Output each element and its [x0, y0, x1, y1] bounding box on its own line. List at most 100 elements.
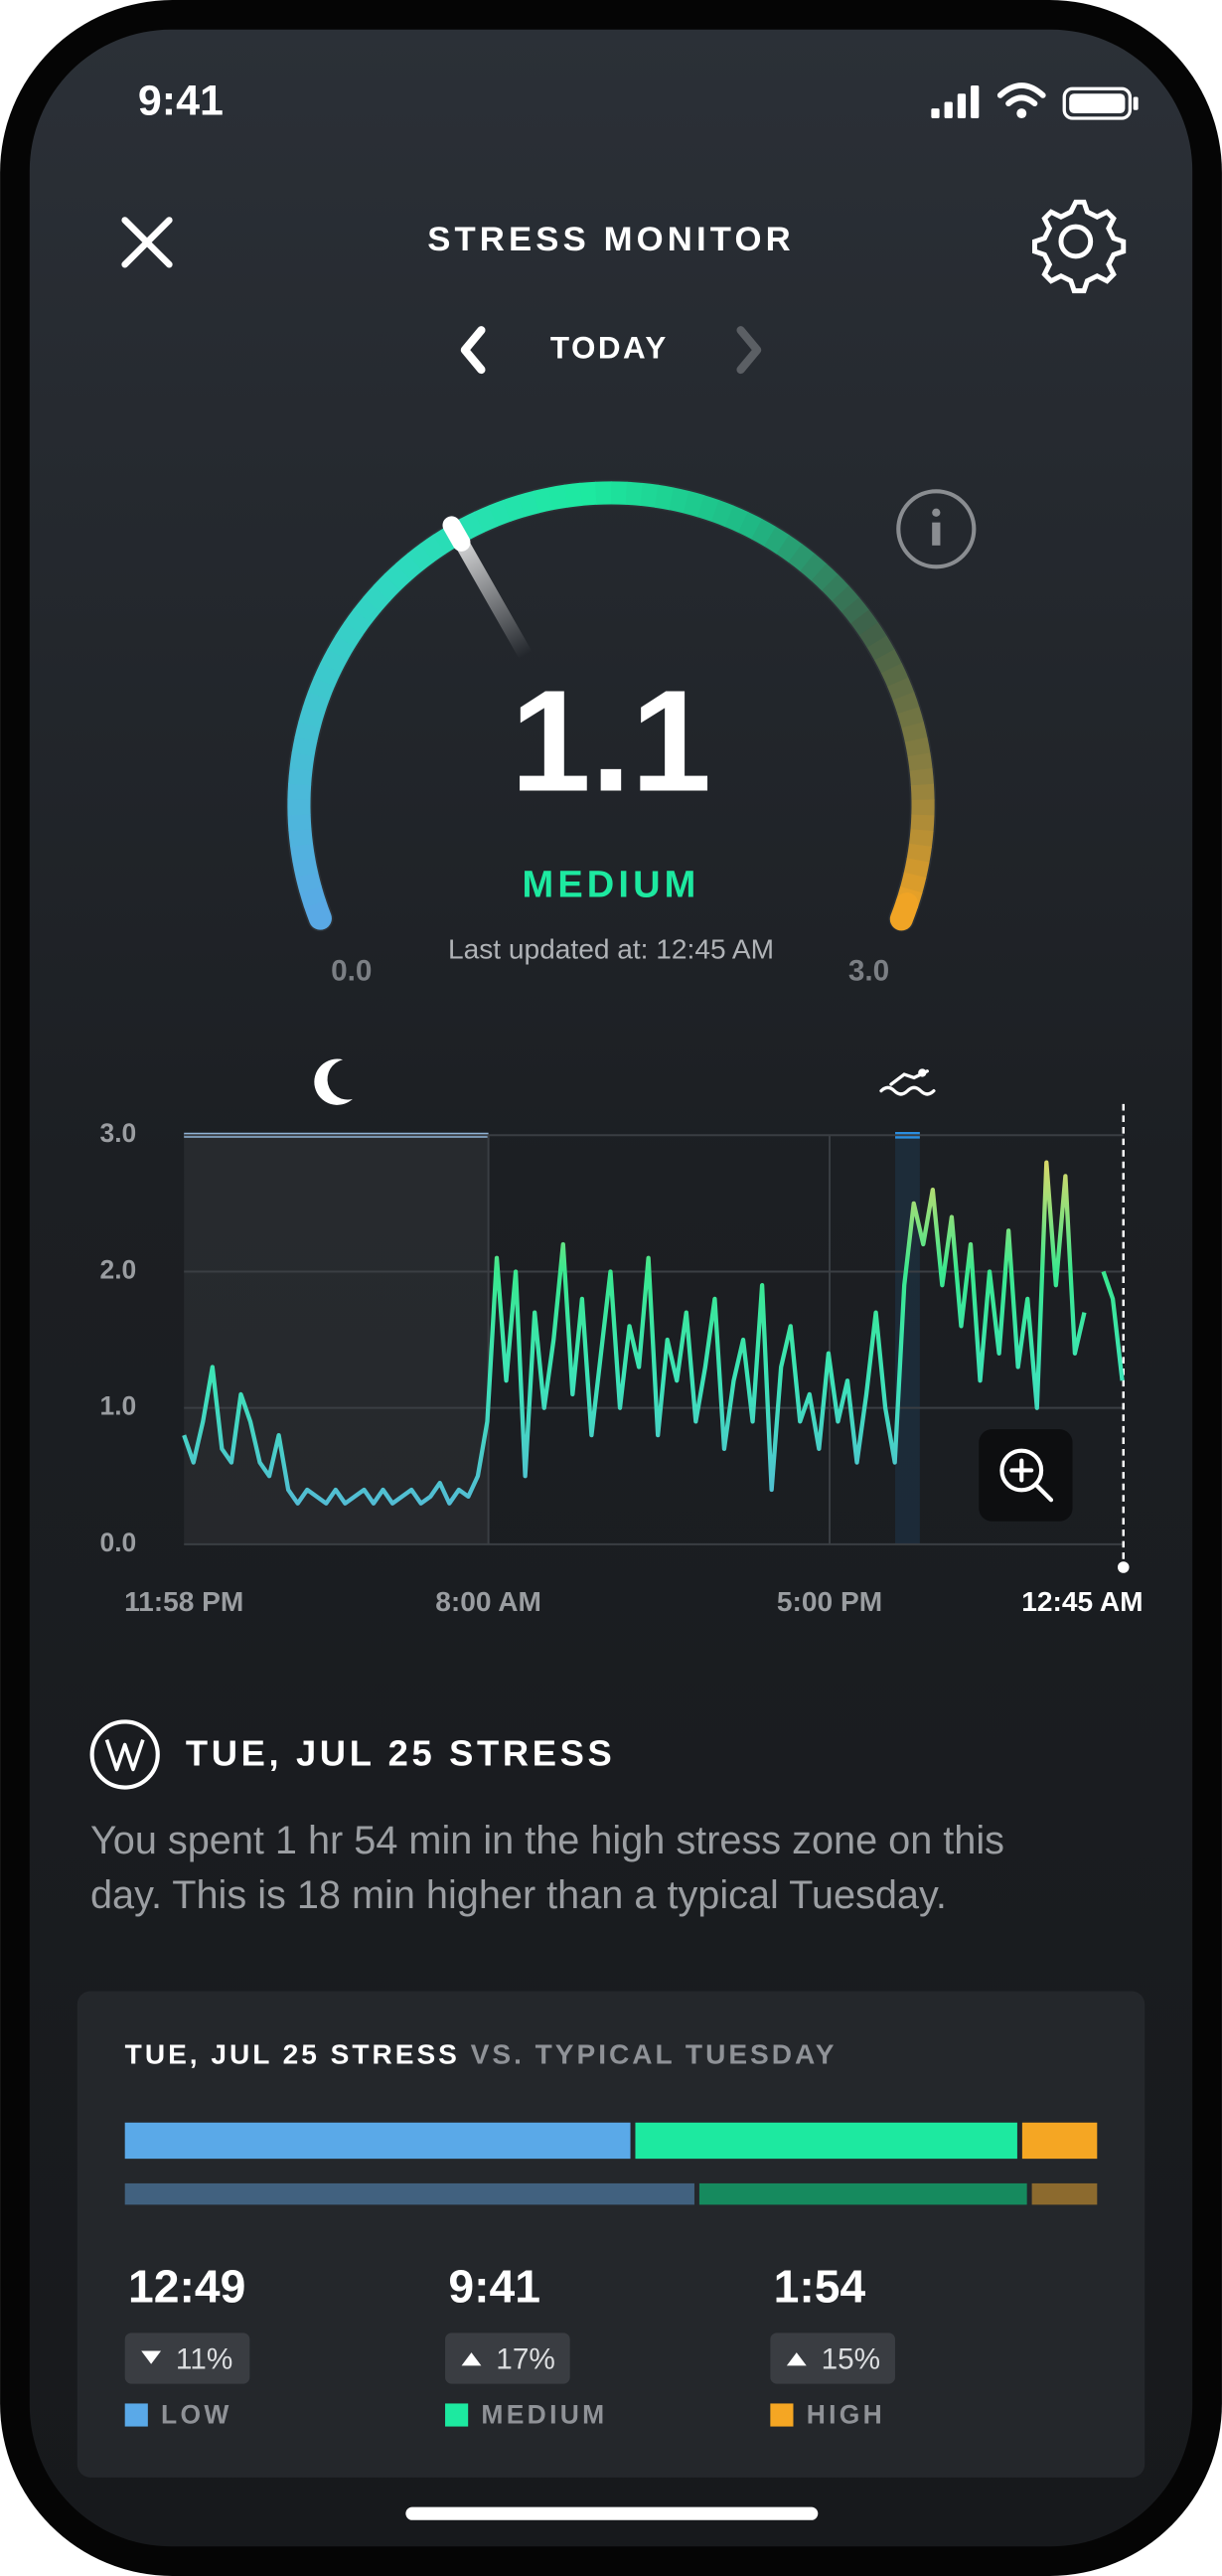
gauge-arc-segment [533, 487, 554, 514]
gauge-arc-segment [866, 635, 895, 662]
today-bar [635, 2122, 1017, 2160]
gauge-arc-segment [407, 543, 435, 571]
y-tick-label: 0.0 [99, 1528, 136, 1557]
gauge-arc-segment [788, 544, 816, 572]
gauge-arc-segment [683, 490, 705, 518]
zoom-button[interactable] [979, 1429, 1073, 1522]
gauge-arc-segment [892, 692, 920, 716]
gauge-arc-segment [899, 872, 927, 894]
now-dot [1117, 1561, 1130, 1573]
gauge-arc-segment [669, 487, 690, 514]
gauge-arc-segment [419, 534, 447, 563]
gauge-arc-segment [288, 767, 313, 786]
swim-region [895, 1135, 920, 1544]
stress-chart: 0.0 1.0 2.0 3.0 11:58 PM 8:00 AM 5:00 PM 12:45 … [99, 1058, 1144, 1617]
gauge-arc-segment [910, 783, 935, 801]
gauge-arc-segment [287, 813, 312, 832]
gauge-arc-segment [640, 482, 660, 508]
typical-bar [698, 2182, 1027, 2205]
comparison-subtitle: VS. TYPICAL TUESDAY [471, 2039, 838, 2070]
gauge-arc-segment [518, 490, 540, 518]
gauge-arc-segment [298, 706, 325, 728]
gauge-arc-segment [353, 596, 382, 624]
info-button[interactable] [896, 489, 977, 569]
close-button[interactable] [121, 217, 173, 268]
gauge-arc-segment [903, 858, 930, 879]
x-tick-label: 5:00 PM [777, 1586, 882, 1617]
y-tick-label: 1.0 [99, 1391, 136, 1421]
gauge-arc-segment [909, 767, 935, 787]
stress-line [182, 1160, 1125, 1506]
change-arrow [786, 2352, 807, 2366]
previous-day[interactable] [460, 326, 486, 375]
gauge-arc-segment [289, 751, 315, 771]
gauge [285, 479, 937, 932]
gauge-arc-segment [320, 648, 349, 674]
summary-text: day. This is 18 min higher than a typica… [90, 1873, 947, 1917]
settings-button[interactable] [1032, 199, 1127, 294]
gauge-arc-segment [776, 535, 803, 564]
brand-icon [89, 1719, 160, 1790]
gauge-arc-segment [858, 622, 887, 649]
signal-icon [931, 84, 980, 119]
y-tick-label: 3.0 [99, 1118, 136, 1148]
moon-icon [314, 1058, 353, 1105]
change-percent: 17% [496, 2342, 555, 2375]
gauge-arc-segment [395, 553, 423, 581]
x-tick-label: 12:45 AM [1021, 1586, 1143, 1617]
gauge-arc-segment [840, 597, 870, 625]
gauge-arc-segment [886, 677, 915, 702]
gauge-arc-segment [373, 573, 401, 601]
change-arrow [141, 2350, 162, 2364]
gauge-arc-segment [880, 663, 909, 688]
swim-icon-head [918, 1068, 927, 1077]
comparison-title: TUE, JUL 25 STRESS [125, 2039, 460, 2070]
gauge-arc-segment [897, 707, 924, 729]
zoom-icon [1009, 1458, 1054, 1503]
next-day[interactable] [736, 326, 762, 375]
gauge-arc-segment [291, 736, 318, 757]
zoom-icon [999, 1448, 1044, 1493]
gauge-arc-segment [901, 722, 928, 743]
gauge-arc-segment [474, 505, 499, 533]
gauge-arc-segment [822, 573, 849, 602]
change-badge [445, 2333, 570, 2384]
gauge-arc-segment [363, 584, 391, 612]
change-badge [124, 2333, 250, 2384]
gauge-arc-segment [906, 843, 932, 864]
gauge-arc-segment [344, 608, 373, 636]
gauge-arc-segment [907, 752, 933, 772]
gauge-arc-segment [287, 782, 312, 800]
gauge-arc-segment [910, 814, 935, 832]
gauge-arc-segment [503, 494, 526, 522]
period-label: TODAY [550, 330, 669, 365]
comparison: 12:49 11% LOW 9:41 17% MEDIUM 1:54 15% HIGH [124, 2122, 1098, 2430]
gauge-arc-segment [737, 511, 763, 540]
typical-bar [1031, 2182, 1098, 2205]
summary-text: You spent 1 hr 54 min in the high stress… [90, 1819, 1004, 1862]
zoom-button-bg [979, 1429, 1073, 1522]
battery-level [1069, 93, 1126, 114]
stress-level: MEDIUM [523, 865, 700, 906]
gauge-arc-segment [710, 499, 735, 528]
y-tick-label: 2.0 [99, 1254, 136, 1284]
header-title: STRESS MONITOR [427, 221, 795, 258]
gauge-arc-segment [294, 721, 321, 742]
gauge-min-label: 0.0 [331, 954, 372, 987]
gauge-arc-segment [292, 857, 319, 878]
gauge-needle [442, 516, 471, 552]
legend-swatch [445, 2403, 469, 2427]
legend-label: HIGH [807, 2400, 885, 2430]
gauge-arc-segment [288, 828, 314, 847]
comparison-heading: TUE, JUL 25 STRESS VS. TYPICAL TUESDAY [125, 2039, 838, 2070]
last-updated: Last updated at: 12:45 AM [448, 934, 774, 965]
duration: 9:41 [448, 2261, 540, 2313]
wifi-icon [996, 82, 1046, 107]
gauge-arc-segment [625, 481, 644, 506]
legend-swatch [124, 2403, 148, 2427]
battery-tip [1133, 96, 1139, 110]
gauge-arc-segment [548, 484, 568, 511]
today-bar [1021, 2122, 1098, 2160]
legend-label: MEDIUM [481, 2400, 607, 2430]
change-percent: 15% [822, 2342, 881, 2375]
